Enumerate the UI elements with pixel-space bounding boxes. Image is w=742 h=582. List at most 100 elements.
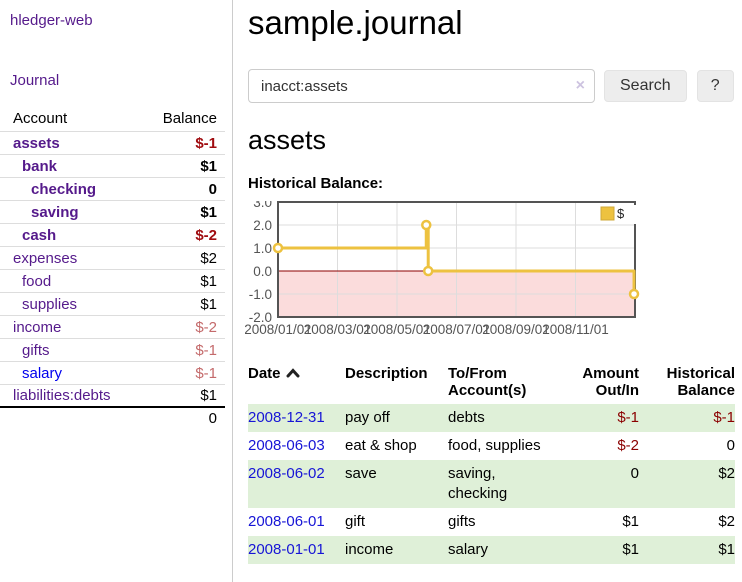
- search-box: ×: [248, 69, 595, 103]
- transaction-date-link[interactable]: 2008-12-31: [248, 409, 325, 426]
- account-row: supplies $1: [0, 293, 225, 316]
- register-table: Date Description To/From Account(s) Amou…: [248, 362, 735, 564]
- account-row: income $-2: [0, 316, 225, 339]
- accounts-total-row: 0: [0, 408, 225, 427]
- balance-column-header-main: Historical Balance: [666, 365, 735, 399]
- account-balance: $-1: [195, 341, 217, 359]
- accounts-list: assets $-1 bank $1 checking 0 saving $1 cash $-2 e…: [0, 132, 225, 408]
- balance-column-header: Balance: [162, 110, 217, 127]
- sidebar-account-gifts[interactable]: gifts: [22, 341, 50, 359]
- main-content: sample.journal × Search ? assets Histori…: [233, 0, 742, 582]
- account-row: saving $1: [0, 201, 225, 224]
- sidebar-account-liabilities-debts[interactable]: liabilities:debts: [13, 387, 111, 404]
- account-balance: $-1: [195, 134, 217, 152]
- svg-text:2008/05/01: 2008/05/01: [363, 322, 431, 337]
- app-title-link[interactable]: hledger-web: [10, 12, 93, 29]
- sidebar-account-supplies[interactable]: supplies: [22, 295, 78, 313]
- transaction-date-link[interactable]: 2008-01-01: [248, 541, 325, 558]
- date-column-header[interactable]: Date: [248, 362, 345, 404]
- transaction-amount: 0: [630, 465, 639, 482]
- sidebar-account-saving[interactable]: saving: [31, 203, 79, 221]
- svg-text:2008/01/01: 2008/01/01: [245, 322, 312, 337]
- transaction-balance: $2: [718, 465, 735, 482]
- account-balance: $-2: [195, 318, 217, 336]
- transaction-balance: $-1: [713, 409, 735, 426]
- sidebar-account-food[interactable]: food: [22, 272, 52, 290]
- account-row: checking 0: [0, 178, 225, 201]
- svg-text:2008/11/01: 2008/11/01: [542, 322, 609, 337]
- accounts-table-header: Account Balance: [0, 107, 225, 132]
- sidebar: hledger-web Journal Account Balance asse…: [0, 0, 233, 582]
- transaction-date-link[interactable]: 2008-06-01: [248, 513, 325, 530]
- account-row: bank $1: [0, 155, 225, 178]
- register-row: 2008-06-02 save saving, checking 0 $2: [248, 460, 735, 508]
- accounts-total-value: 0: [208, 410, 217, 427]
- transaction-description: save: [345, 465, 377, 482]
- sidebar-account-expenses[interactable]: expenses: [13, 249, 78, 267]
- transaction-date-link[interactable]: 2008-06-03: [248, 437, 325, 454]
- svg-text:2008/03/01: 2008/03/01: [304, 322, 372, 337]
- account-row: cash $-2: [0, 224, 225, 247]
- register-row: 2008-06-01 gift gifts $1 $2: [248, 508, 735, 536]
- chart-canvas: $3.0 2.0 1.0 0.0 -1.0 -2.02008/01/012008/03/0…: [244, 195, 640, 337]
- account-balance: $1: [200, 295, 217, 313]
- sidebar-account-income[interactable]: income: [13, 318, 62, 336]
- register-header-row: Date Description To/From Account(s) Amou…: [248, 362, 735, 404]
- sidebar-account-assets[interactable]: assets: [13, 134, 60, 152]
- svg-text:0.0: 0.0: [253, 264, 272, 279]
- transaction-accounts: debts: [448, 409, 485, 426]
- register-row: 2008-01-01 income salary $1 $1: [248, 536, 735, 564]
- transaction-balance: 0: [726, 437, 735, 454]
- svg-text:-2.0: -2.0: [249, 310, 272, 325]
- account-column-header: Account: [13, 110, 68, 127]
- account-balance: $-1: [195, 364, 217, 382]
- account-heading: assets: [248, 125, 327, 155]
- svg-text:2008/09/01: 2008/09/01: [482, 322, 550, 337]
- account-row: assets $-1: [0, 132, 225, 155]
- transaction-amount: $1: [622, 541, 639, 558]
- transaction-date-link[interactable]: 2008-06-02: [248, 465, 325, 482]
- account-balance: $2: [200, 249, 217, 267]
- transaction-description: eat & shop: [345, 437, 417, 454]
- sidebar-account-salary[interactable]: salary: [22, 364, 63, 382]
- search-form: × Search ?: [248, 69, 735, 103]
- svg-text:-1.0: -1.0: [249, 287, 272, 302]
- transaction-balance: $2: [718, 513, 735, 530]
- svg-text:$: $: [617, 206, 625, 221]
- account-row: gifts $-1: [0, 339, 225, 362]
- amount-column-header: Amount Out/In: [582, 365, 639, 399]
- search-button[interactable]: Search: [604, 70, 687, 102]
- account-row: food $1: [0, 270, 225, 293]
- svg-text:3.0: 3.0: [253, 201, 272, 210]
- help-button[interactable]: ?: [696, 70, 734, 102]
- sidebar-account-checking[interactable]: checking: [31, 180, 97, 198]
- chart-title: Historical Balance:: [248, 175, 384, 192]
- tofrom-column-header: To/From Account(s): [448, 365, 527, 399]
- svg-text:1.0: 1.0: [253, 241, 272, 256]
- sort-ascending-icon: [286, 368, 300, 378]
- transaction-description: pay off: [345, 409, 390, 426]
- sidebar-account-cash[interactable]: cash: [22, 226, 57, 244]
- svg-text:2008/07/01: 2008/07/01: [423, 322, 491, 337]
- accounts-table: Account Balance assets $-1 bank $1 checking 0…: [0, 107, 225, 427]
- transaction-description: income: [345, 541, 394, 558]
- account-balance: $1: [200, 203, 217, 221]
- account-balance: $1: [200, 272, 217, 290]
- sidebar-account-bank[interactable]: bank: [22, 157, 58, 175]
- sidebar-item-journal[interactable]: Journal: [10, 72, 60, 89]
- historical-balance-chart: $3.0 2.0 1.0 0.0 -1.0 -2.0 2008/01/01 2008/03/0…: [244, 195, 735, 345]
- search-input[interactable]: [248, 69, 595, 103]
- transaction-amount: $1: [622, 513, 639, 530]
- page-title: sample.journal: [248, 4, 463, 41]
- account-row: salary $-1: [0, 362, 225, 385]
- transaction-accounts: saving, checking: [448, 465, 508, 502]
- account-row: liabilities:debts $1: [0, 385, 225, 408]
- transaction-description: gift: [345, 513, 366, 530]
- svg-text:2.0: 2.0: [253, 218, 272, 233]
- register-row: 2008-06-03 eat & shop food, supplies $-2 0: [248, 432, 735, 460]
- transaction-amount: $-1: [617, 409, 639, 426]
- account-balance: $1: [200, 157, 217, 175]
- clear-search-icon[interactable]: ×: [575, 77, 585, 94]
- transaction-accounts: gifts: [448, 513, 476, 530]
